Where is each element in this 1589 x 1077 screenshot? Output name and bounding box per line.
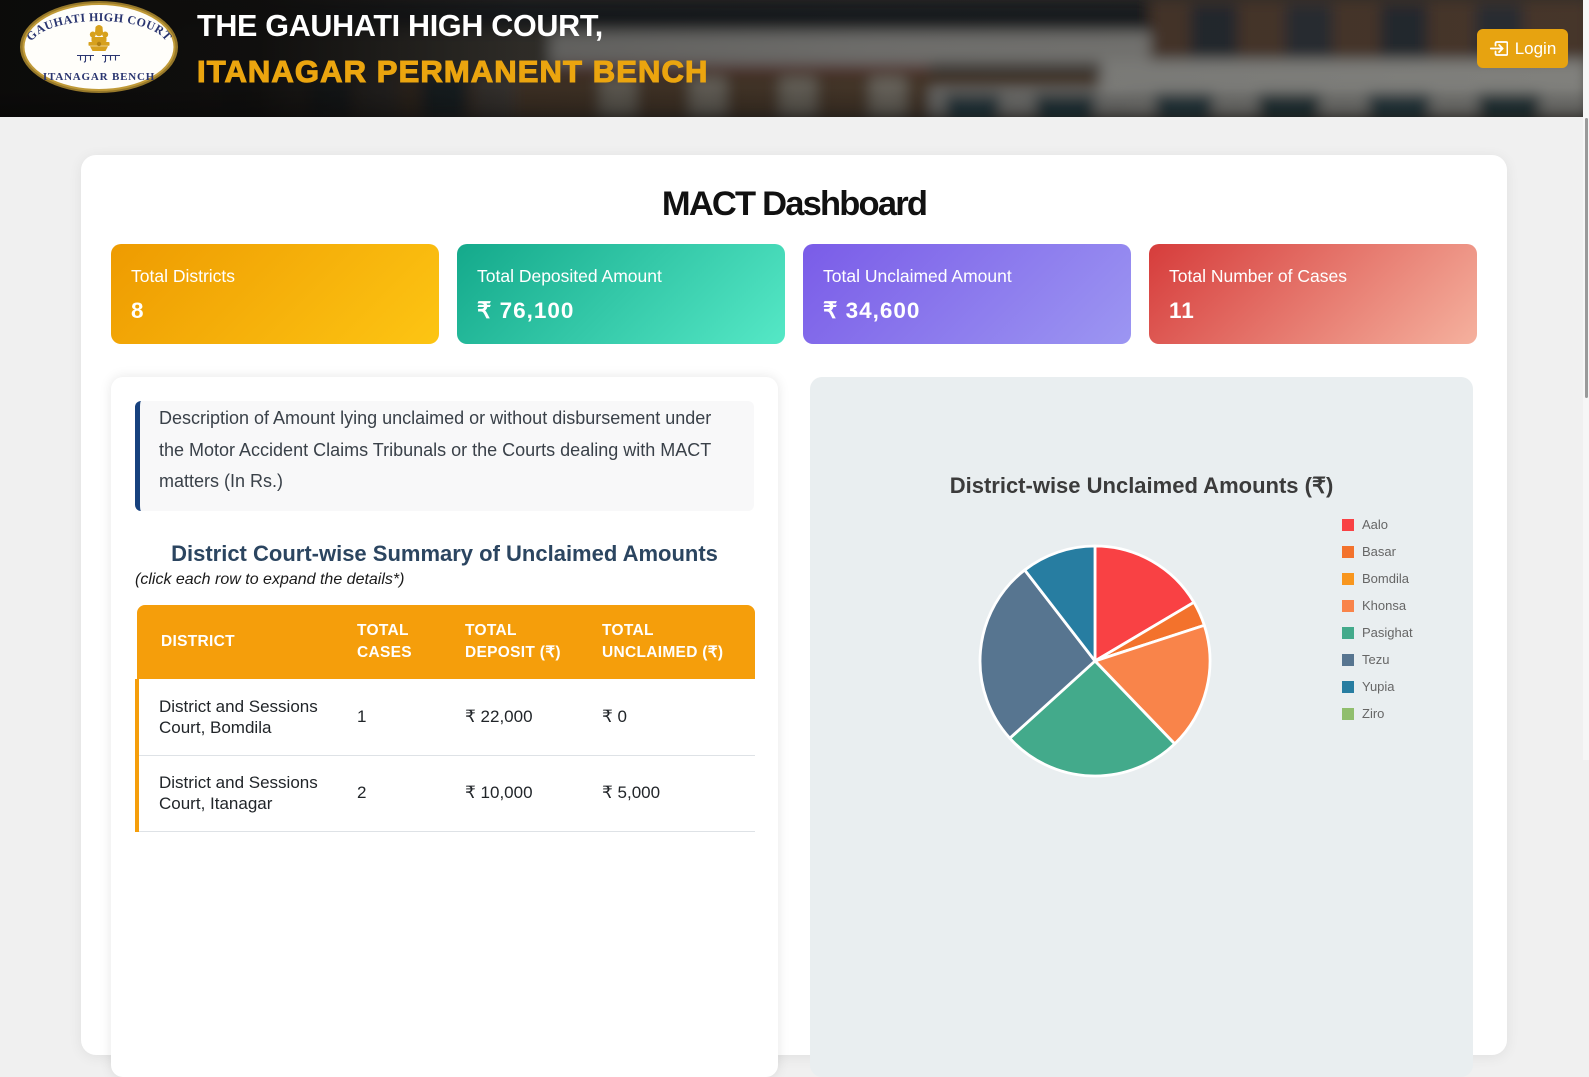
- svg-text:ITANAGAR BENCH: ITANAGAR BENCH: [43, 71, 155, 83]
